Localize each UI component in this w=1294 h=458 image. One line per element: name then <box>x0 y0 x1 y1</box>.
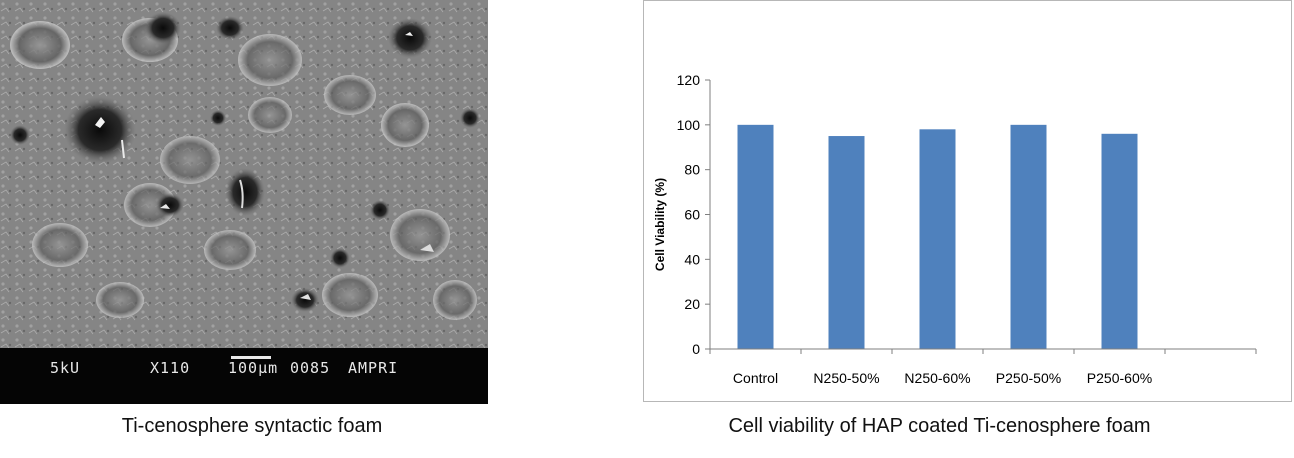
y-tick-label: 40 <box>684 251 700 267</box>
y-tick-label: 60 <box>684 207 700 223</box>
sem-micrograph <box>0 0 488 348</box>
x-tick-label: N250-50% <box>813 370 879 386</box>
bar-p250-50 <box>1010 124 1047 349</box>
y-axis-label: Cell Viability (%) <box>653 178 667 271</box>
bar-control <box>737 124 774 349</box>
y-tick-label: 100 <box>677 117 701 133</box>
y-tick-label: 0 <box>692 341 700 357</box>
x-tick-label: Control <box>733 370 778 386</box>
x-tick-label: N250-60% <box>904 370 970 386</box>
bar-n250-60 <box>919 129 956 349</box>
chart-frame: 0 20 40 60 80 100 120 Control N250-50% N250-60% P… <box>643 0 1292 402</box>
y-tick-label: 20 <box>684 296 700 312</box>
sem-info-bar: 5kU X110 100μm 0085 AMPRI <box>0 348 488 404</box>
sem-magnification: X110 <box>150 359 191 377</box>
x-tick-label: P250-60% <box>1087 370 1152 386</box>
y-tick-label: 80 <box>684 162 700 178</box>
x-tick-label: P250-50% <box>996 370 1061 386</box>
right-caption: Cell viability of HAP coated Ti-cenosphe… <box>728 415 1151 437</box>
bar-n250-50 <box>828 136 865 349</box>
sem-lab: AMPRI <box>348 359 399 377</box>
bar-p250-60 <box>1101 133 1138 349</box>
x-axis-labels: Control N250-50% N250-60% P250-50% P250-60% <box>709 349 1257 386</box>
bars <box>737 124 1138 349</box>
scale-bar <box>231 356 271 359</box>
sem-scale: 100μm <box>228 359 279 377</box>
sem-image-panel: 5kU X110 100μm 0085 AMPRI <box>0 0 488 404</box>
sem-voltage: 5kU <box>50 359 81 377</box>
y-tick-label: 120 <box>677 72 701 88</box>
sem-image-number: 0085 <box>290 359 331 377</box>
y-axis-ticks: 0 20 40 60 80 100 120 <box>677 72 710 357</box>
bar-chart: 0 20 40 60 80 100 120 Control N250-50% N250-60% P… <box>653 72 1257 386</box>
left-caption: Ti-cenosphere syntactic foam <box>121 415 383 437</box>
